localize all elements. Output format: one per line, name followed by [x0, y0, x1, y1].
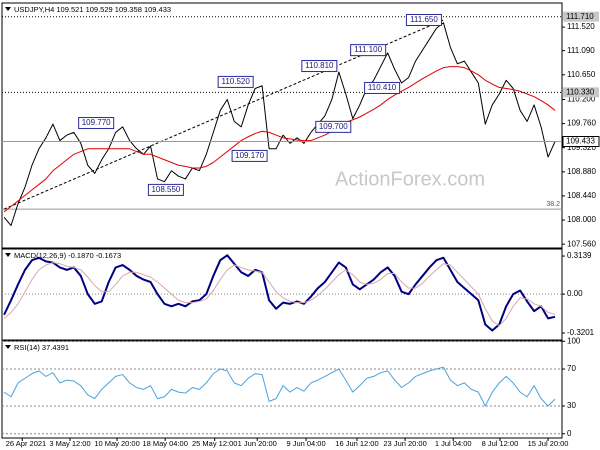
- x-tick-label: 8 Jul 12:00: [482, 439, 519, 448]
- y-tick-label: 100: [567, 336, 581, 345]
- title-icon: [5, 345, 11, 349]
- annotation-label: 108.550: [151, 185, 180, 194]
- annotation-label: 110.810: [305, 61, 334, 70]
- annotation-box: [350, 44, 387, 57]
- series-line: [3, 366, 556, 407]
- annotation-box: [231, 149, 268, 162]
- y-tick-label: 111.520: [567, 22, 595, 31]
- annotation-box: [364, 81, 401, 94]
- annotation-box: [301, 60, 338, 73]
- x-tick-label: 25 May 12:00: [192, 439, 237, 448]
- y-tick-label: 0.00: [567, 289, 583, 298]
- y-tick-label: 109.320: [567, 143, 596, 152]
- x-tick-label: 26 Apr 2021: [6, 439, 46, 448]
- panel-title: RSI(14) 37.4391: [14, 343, 69, 352]
- series-line: [3, 66, 556, 213]
- x-tick-label: 3 May 12:00: [49, 439, 90, 448]
- annotation-box: [217, 75, 254, 88]
- annotation-label: 109.700: [319, 122, 348, 131]
- panel-title: USDJPY,H4 109.521 109.529 109.358 109.43…: [14, 5, 171, 14]
- y-tick-label: 0: [567, 429, 572, 438]
- y-tick-label: 108.440: [567, 191, 596, 200]
- y-tick-label: 110.650: [567, 70, 596, 79]
- y-tick-label: 111.090: [567, 46, 595, 55]
- level-box: [563, 87, 599, 98]
- fib-label: 38.2: [546, 201, 560, 208]
- annotation-label: 111.650: [410, 15, 438, 24]
- y-tick-label: 110.200: [567, 95, 596, 104]
- y-tick-label: -0.3201: [567, 328, 595, 337]
- watermark: ActionForex.com: [335, 168, 485, 190]
- annotation-box: [315, 120, 352, 133]
- y-tick-label: 109.760: [567, 119, 596, 128]
- x-tick-label: 9 Jun 04:00: [286, 439, 325, 448]
- panel-frame: [1, 2, 563, 249]
- x-tick-label: 23 Jun 20:00: [383, 439, 426, 448]
- annotation-box: [405, 13, 442, 26]
- level-box: [562, 136, 600, 148]
- annotation-label: 111.100: [354, 45, 382, 54]
- annotation-label: 109.770: [82, 118, 111, 127]
- title-icon: [5, 7, 11, 11]
- annotation-label: 110.520: [221, 77, 250, 86]
- x-tick-label: 15 Jul 20:00: [528, 439, 569, 448]
- y-tick-label: 30: [567, 401, 576, 410]
- annotation-box: [78, 117, 115, 130]
- x-tick-label: 18 May 04:00: [142, 439, 187, 448]
- level-label: 110.330: [566, 87, 595, 96]
- level-label: 109.433: [566, 137, 595, 146]
- y-tick-label: 70: [567, 364, 576, 373]
- series-line: [3, 262, 556, 327]
- x-tick-label: 10 May 20:00: [94, 439, 139, 448]
- x-tick-label: 16 Jun 12:00: [335, 439, 378, 448]
- level-box: [563, 11, 599, 22]
- annotation-label: 109.170: [235, 151, 264, 160]
- annotation-box: [147, 183, 184, 196]
- annotation-label: 110.410: [368, 83, 397, 92]
- series-line: [3, 254, 556, 332]
- level-label: 111.710: [566, 12, 594, 21]
- x-tick-label: 1 Jun 20:00: [238, 439, 277, 448]
- title-icon: [5, 253, 11, 257]
- x-tick-label: 1 Jul 04:00: [435, 439, 472, 448]
- y-tick-label: 0.3139: [567, 251, 592, 260]
- y-tick-label: 108.000: [567, 215, 596, 224]
- panel-title: MACD(12,26,9) -0.1870 -0.1673: [14, 251, 121, 260]
- y-tick-label: 108.880: [567, 167, 596, 176]
- y-tick-label: 107.560: [567, 239, 596, 248]
